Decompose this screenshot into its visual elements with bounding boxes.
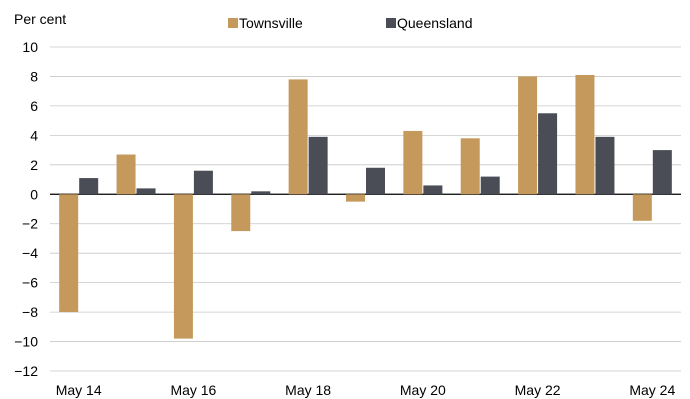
bar-queensland-may-21 xyxy=(480,176,500,195)
y-axis-ticks: 10 8 6 4 2 0 −2 −4 −6 −8 −10 −12 xyxy=(14,39,38,379)
bar-queensland-may-16 xyxy=(193,170,213,195)
x-tick-label: May 16 xyxy=(170,382,216,398)
bar-townsville-may-15 xyxy=(116,154,136,195)
bar-townsville-may-19 xyxy=(346,194,365,202)
bar-queensland-may-23 xyxy=(595,136,615,195)
x-tick-label: May 22 xyxy=(515,382,561,398)
bar-queensland-may-17 xyxy=(251,191,271,195)
y-tick-label: −2 xyxy=(22,216,38,232)
y-tick-label: 8 xyxy=(30,68,38,84)
y-axis-label: Per cent xyxy=(14,11,66,27)
bar-queensland-may-18 xyxy=(308,136,328,195)
bar-queensland-may-22 xyxy=(538,113,558,195)
y-tick-label: 4 xyxy=(30,127,38,143)
bar-townsville-may-24 xyxy=(632,194,652,221)
bar-townsville-may-14 xyxy=(59,194,79,313)
y-tick-label: −8 xyxy=(22,304,38,320)
bar-townsville-may-18 xyxy=(288,79,308,195)
legend-label-queensland: Queensland xyxy=(397,15,473,31)
bar-townsville-may-23 xyxy=(575,74,595,195)
bar-townsville-may-16 xyxy=(173,194,193,339)
legend-swatch-queensland xyxy=(386,18,396,28)
x-tick-label: May 24 xyxy=(629,382,675,398)
y-tick-label: −12 xyxy=(14,363,38,379)
bar-townsville-may-21 xyxy=(460,138,480,195)
x-tick-label: May 14 xyxy=(56,382,102,398)
y-tick-label: 2 xyxy=(30,157,38,173)
y-tick-label: −4 xyxy=(22,245,38,261)
x-tick-label: May 20 xyxy=(400,382,446,398)
y-tick-label: −6 xyxy=(22,275,38,291)
bar-townsville-may-20 xyxy=(403,130,423,195)
bar-queensland-may-14 xyxy=(79,178,99,195)
bar-townsville-may-22 xyxy=(518,76,538,195)
bar-queensland-may-20 xyxy=(423,185,443,195)
bar-queensland-may-19 xyxy=(366,167,385,195)
legend: Townsville Queensland xyxy=(228,15,473,31)
bar-townsville-may-17 xyxy=(231,194,251,232)
x-axis-ticks: May 14 May 16 May 18 May 20 May 22 May 24 xyxy=(56,382,676,398)
x-tick-label: May 18 xyxy=(285,382,331,398)
bar-queensland-may-24 xyxy=(652,150,672,195)
bars xyxy=(59,74,672,339)
y-tick-label: 10 xyxy=(22,39,38,55)
legend-label-townsville: Townsville xyxy=(239,15,303,31)
bar-queensland-may-15 xyxy=(136,188,156,195)
y-tick-label: 0 xyxy=(30,186,38,202)
legend-swatch-townsville xyxy=(228,18,238,28)
y-tick-label: 6 xyxy=(30,98,38,114)
y-tick-label: −10 xyxy=(14,334,38,350)
